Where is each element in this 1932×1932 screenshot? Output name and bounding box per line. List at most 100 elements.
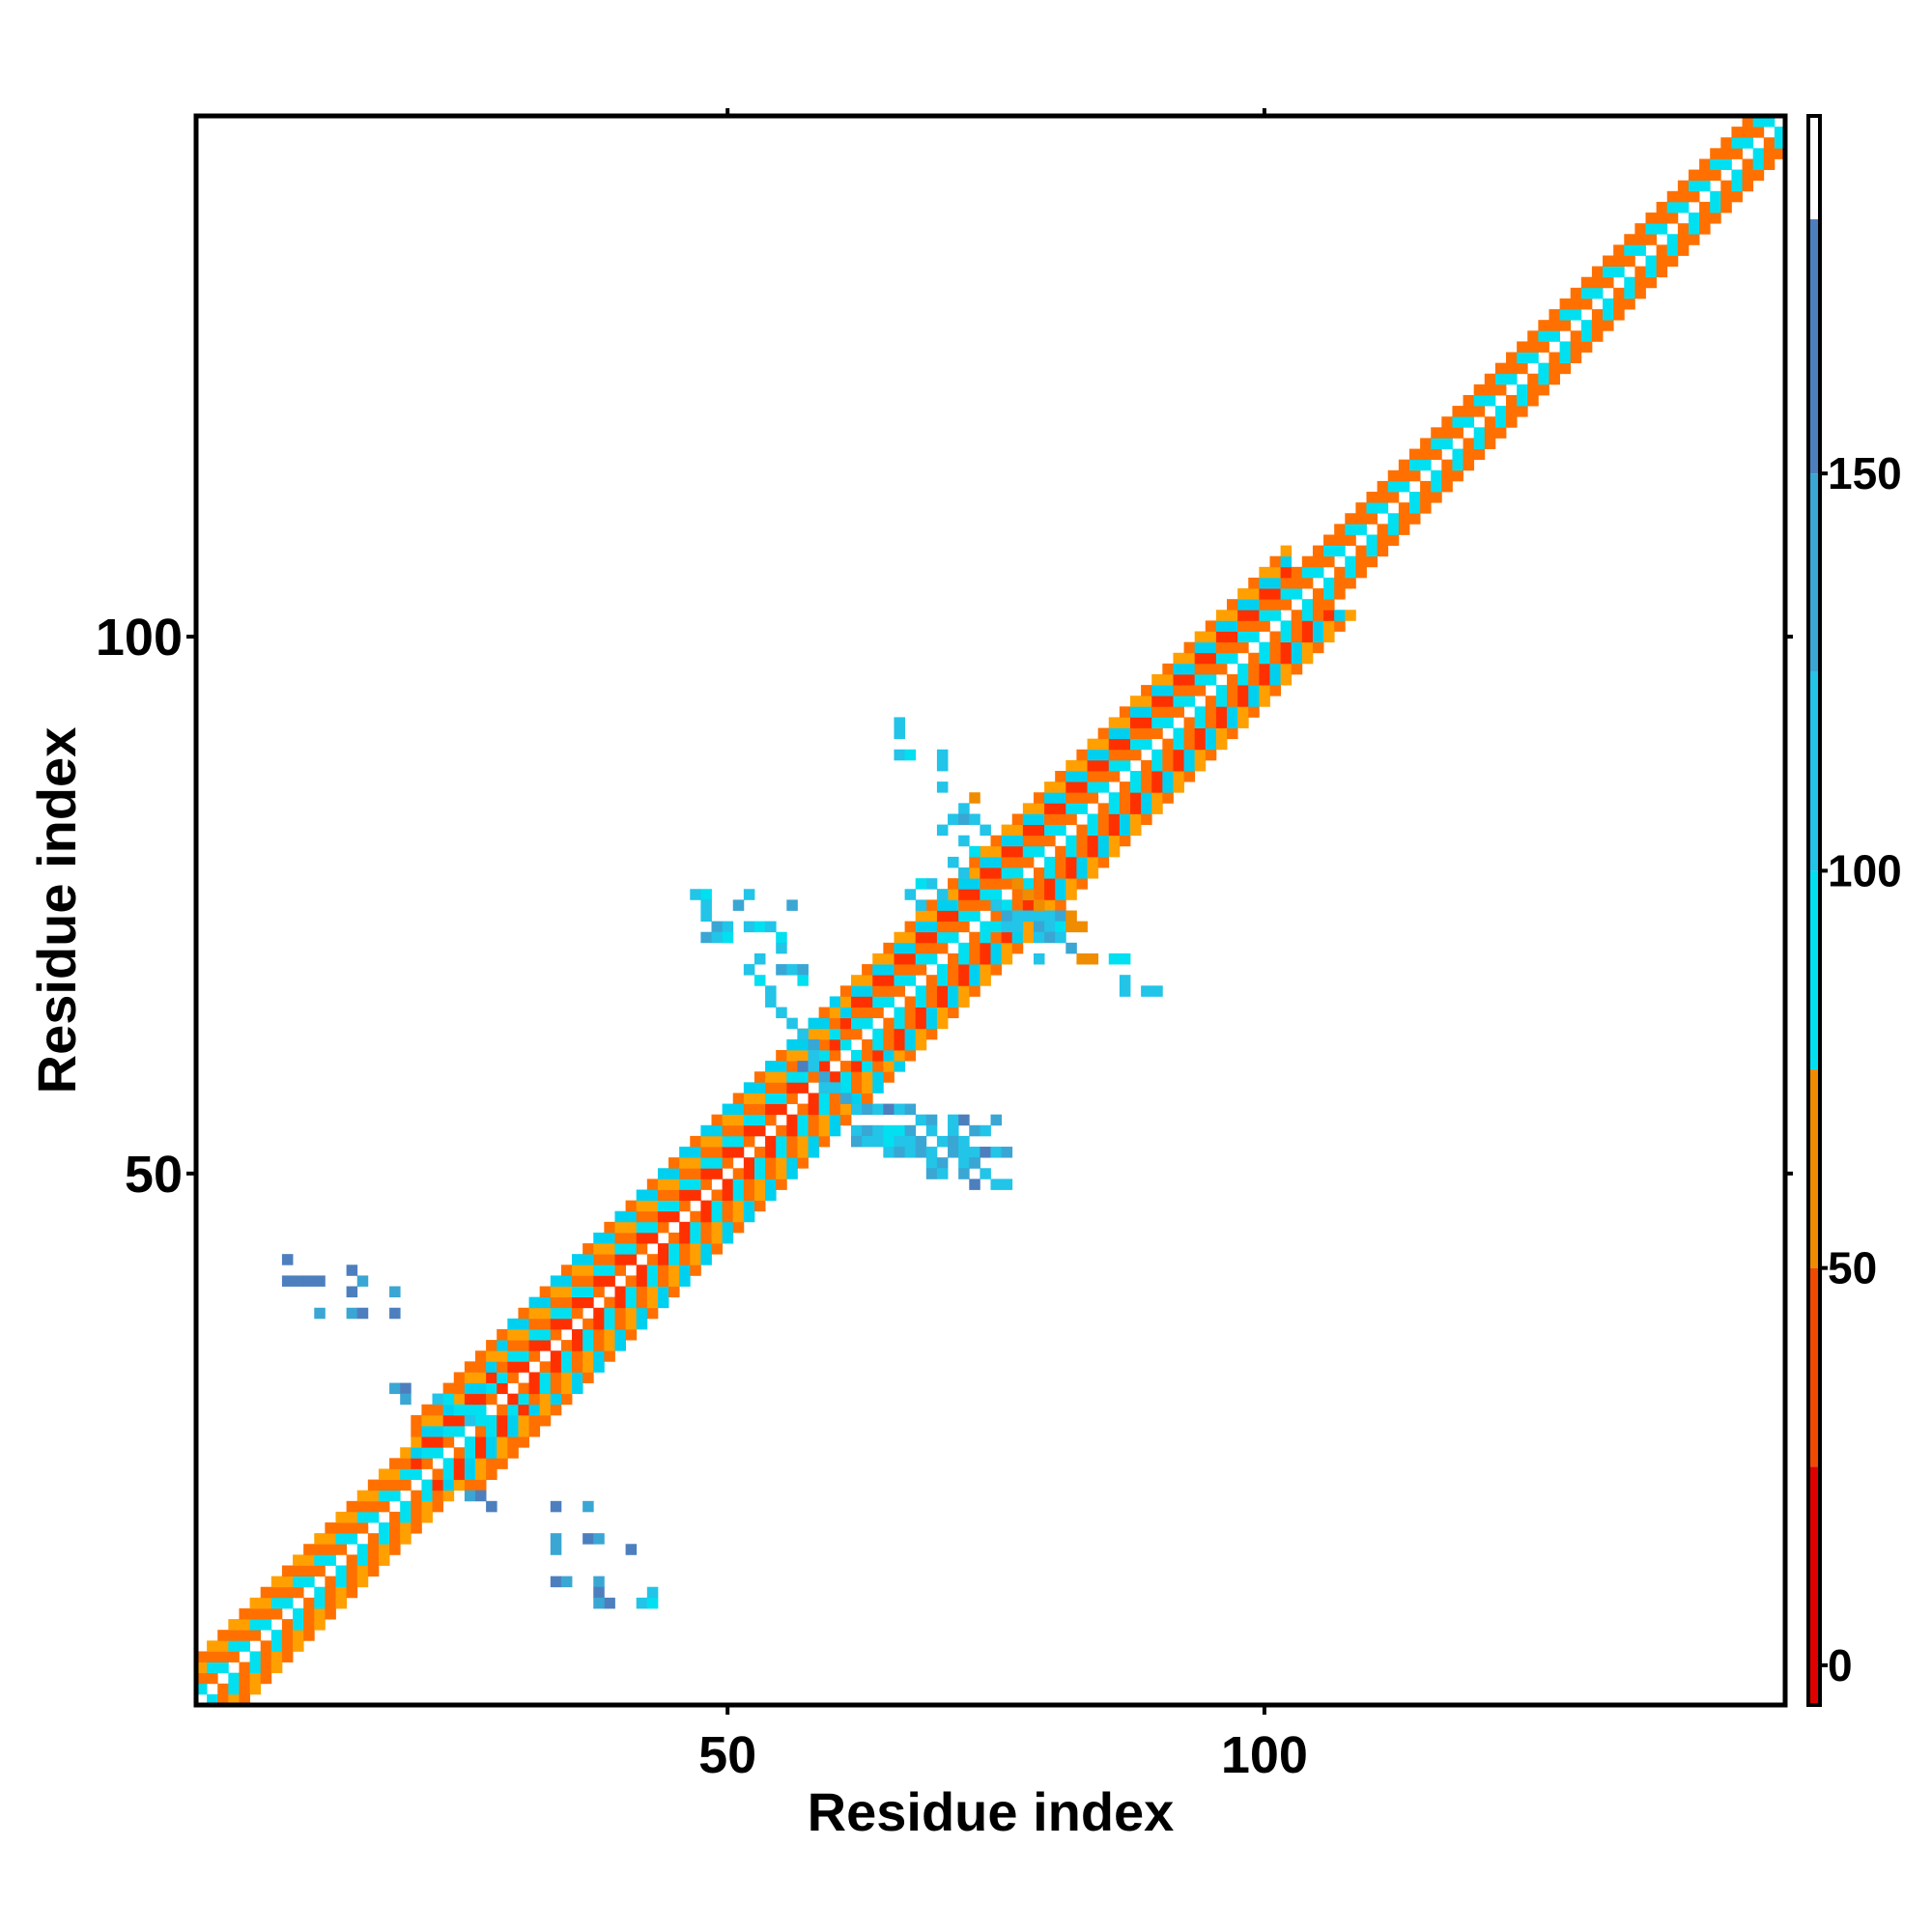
heatmap-cell — [1205, 620, 1217, 632]
heatmap-cell — [1215, 696, 1228, 707]
heatmap-cell — [1129, 738, 1142, 751]
heatmap-cell — [486, 1447, 497, 1459]
heatmap-cell — [604, 1597, 615, 1609]
heatmap-cell — [1055, 899, 1066, 911]
heatmap-cell — [442, 1490, 455, 1502]
heatmap-cell — [346, 1533, 358, 1545]
heatmap-cell — [453, 1372, 466, 1383]
heatmap-cell — [925, 899, 938, 911]
heatmap-cell — [765, 1082, 777, 1094]
heatmap-cell — [711, 1221, 724, 1234]
heatmap-cell — [1011, 910, 1024, 923]
heatmap-cell — [1656, 223, 1668, 235]
heatmap-cell — [474, 1361, 487, 1373]
heatmap-cell — [486, 1382, 497, 1395]
heatmap-cell — [1129, 824, 1142, 837]
heatmap-cell — [1752, 169, 1765, 182]
heatmap-cell — [1205, 749, 1217, 761]
heatmap-cell — [958, 996, 970, 1008]
heatmap-cell — [1205, 652, 1217, 665]
heatmap-cell — [400, 1393, 412, 1406]
heatmap-cell — [818, 1135, 831, 1148]
heatmap-cell — [1151, 759, 1163, 772]
heatmap-cell — [625, 1200, 638, 1212]
heatmap-cell — [1774, 148, 1786, 159]
heatmap-cell — [915, 996, 927, 1008]
heatmap-cell — [668, 1200, 680, 1212]
heatmap-cell — [883, 975, 895, 986]
heatmap-cell — [1377, 534, 1389, 546]
heatmap-cell — [593, 1328, 605, 1341]
heatmap-cell — [679, 1189, 691, 1202]
heatmap-cell — [281, 1565, 294, 1577]
heatmap-cell — [883, 1061, 895, 1072]
heatmap-cell — [507, 1340, 519, 1351]
heatmap-cell — [303, 1630, 315, 1641]
heatmap-cell — [936, 931, 949, 944]
heatmap-cell — [1366, 545, 1378, 557]
heatmap-cell — [1688, 180, 1700, 192]
heatmap-cell — [1065, 845, 1077, 858]
heatmap-cell — [1227, 727, 1238, 740]
heatmap-cell — [722, 1135, 734, 1148]
colorbar-frame — [1806, 114, 1822, 1707]
heatmap-cell — [969, 867, 980, 879]
heatmap-cell — [249, 1672, 262, 1685]
heatmap-cell — [1580, 298, 1593, 310]
heatmap-cell — [1055, 921, 1066, 933]
heatmap-cell — [690, 1264, 701, 1276]
heatmap-cell — [776, 1103, 787, 1116]
heatmap-cell — [1162, 771, 1174, 782]
heatmap-cell — [711, 931, 724, 944]
heatmap-cell — [1141, 813, 1152, 825]
heatmap-cell — [1312, 631, 1324, 643]
heatmap-cell — [1387, 524, 1400, 535]
heatmap-cell — [593, 1361, 605, 1373]
heatmap-cell — [1377, 524, 1389, 535]
heatmap-cell — [958, 975, 970, 986]
heatmap-cell — [1215, 717, 1228, 728]
heatmap-cell — [925, 1124, 938, 1137]
heatmap-cell — [550, 1382, 562, 1395]
heatmap-cell — [1237, 706, 1249, 718]
heatmap-cell — [980, 964, 991, 976]
heatmap-cell — [1366, 534, 1378, 546]
heatmap-cell — [1033, 845, 1045, 858]
heatmap-cell — [572, 1350, 583, 1362]
heatmap-cell — [732, 1179, 745, 1190]
heatmap-cell — [1355, 555, 1367, 568]
heatmap-cell — [786, 964, 798, 976]
heatmap-cell — [1108, 727, 1121, 740]
heatmap-cell — [722, 931, 734, 944]
heatmap-cell — [1022, 921, 1035, 933]
heatmap-cell — [550, 1500, 562, 1513]
heatmap-cell — [808, 1071, 820, 1083]
heatmap-cell — [356, 1511, 369, 1523]
heatmap-cell — [829, 996, 841, 1008]
heatmap-cell — [1033, 910, 1045, 923]
heatmap-cell — [1141, 803, 1152, 814]
heatmap-cell — [969, 1179, 980, 1190]
heatmap-cell — [604, 1350, 615, 1362]
heatmap-cell — [980, 824, 991, 837]
heatmap-cell — [303, 1275, 315, 1287]
heatmap-cell — [980, 899, 991, 911]
heatmap-cell — [818, 1114, 831, 1126]
heatmap-cell — [1001, 867, 1013, 879]
heatmap-cell — [1280, 588, 1293, 600]
heatmap-cell — [1345, 513, 1356, 525]
heatmap-cell — [1710, 148, 1721, 159]
heatmap-cell — [1205, 631, 1217, 643]
heatmap-cell — [1280, 545, 1293, 557]
heatmap-cell — [958, 878, 970, 890]
heatmap-cell — [851, 985, 863, 997]
heatmap-cell — [925, 985, 938, 997]
heatmap-cell — [539, 1361, 552, 1373]
heatmap-cell — [464, 1458, 476, 1469]
heatmap-cell — [474, 1372, 487, 1383]
heatmap-cell — [614, 1232, 626, 1244]
heatmap-cell — [1334, 620, 1346, 632]
heatmap-cell — [1506, 352, 1518, 364]
heatmap-cell — [1431, 427, 1442, 439]
